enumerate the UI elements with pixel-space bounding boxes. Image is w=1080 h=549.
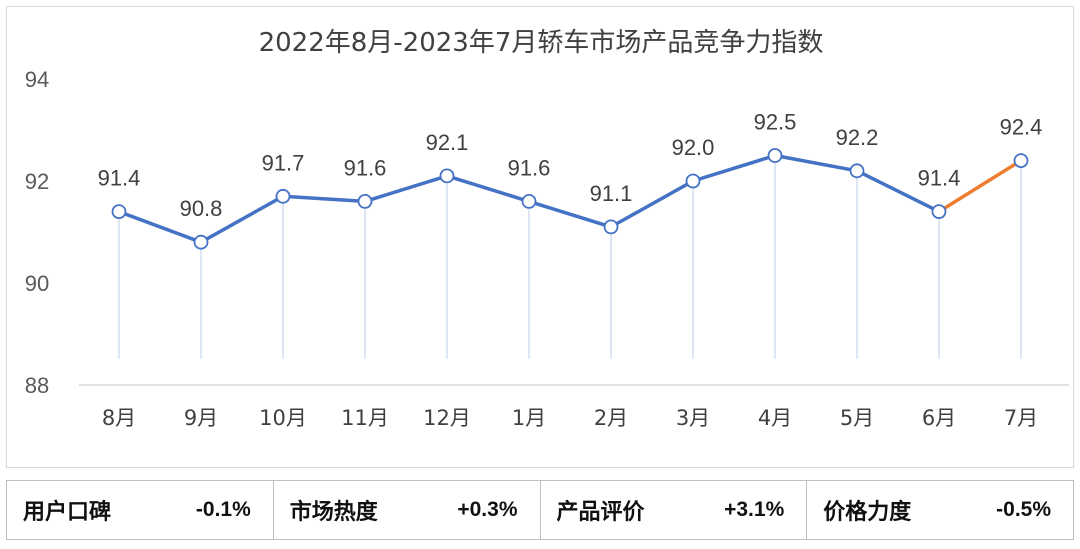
metric-label: 市场热度 bbox=[289, 500, 378, 525]
data-point bbox=[1013, 153, 1029, 169]
metric-price-strength: 价格力度 -0.5% bbox=[807, 481, 1073, 539]
data-point bbox=[193, 234, 209, 250]
y-tick-label: 88 bbox=[25, 373, 49, 398]
x-tick-label: 2月 bbox=[594, 406, 628, 430]
data-point bbox=[849, 163, 865, 179]
data-point bbox=[603, 219, 619, 235]
data-label: 91.4 bbox=[98, 166, 141, 191]
x-tick-label: 12月 bbox=[423, 406, 471, 430]
data-label: 92.5 bbox=[754, 110, 797, 135]
y-tick-label: 92 bbox=[25, 169, 49, 194]
data-point bbox=[439, 168, 455, 184]
data-label: 91.6 bbox=[508, 155, 551, 180]
series-line-highlight bbox=[937, 158, 1023, 214]
line-chart: 2022年8月-2023年7月轿车市场产品竞争力指数 88 90 92 94 8月 9月… bbox=[25, 28, 1069, 430]
y-tick-label: 94 bbox=[25, 67, 49, 92]
data-point bbox=[111, 204, 127, 220]
data-point bbox=[357, 193, 373, 209]
metric-value: -0.1% bbox=[195, 498, 251, 521]
metric-product-review: 产品评价 +3.1% bbox=[541, 481, 808, 539]
metric-label: 价格力度 bbox=[823, 500, 912, 525]
data-label: 91.4 bbox=[918, 166, 961, 191]
x-tick-label: 11月 bbox=[341, 406, 389, 430]
data-point bbox=[275, 188, 291, 204]
metric-market-heat: 市场热度 +0.3% bbox=[274, 481, 541, 539]
data-label: 92.0 bbox=[672, 135, 715, 160]
x-tick-label: 4月 bbox=[758, 406, 792, 430]
metrics-row: 用户口碑 -0.1% 市场热度 +0.3% 产品评价 +3.1% 价格力度 -0… bbox=[6, 480, 1074, 540]
x-tick-label: 7月 bbox=[1004, 406, 1038, 430]
x-tick-label: 9月 bbox=[184, 406, 218, 430]
x-tick-label: 8月 bbox=[102, 406, 136, 430]
metric-value: -0.5% bbox=[996, 498, 1051, 521]
data-label: 91.6 bbox=[344, 155, 387, 180]
data-point bbox=[767, 148, 783, 163]
x-tick-label: 10月 bbox=[259, 406, 307, 430]
chart-area: 2022年8月-2023年7月轿车市场产品竞争力指数 88 90 92 94 8月 9月… bbox=[6, 6, 1074, 468]
data-label: 92.1 bbox=[426, 130, 469, 155]
y-tick-label: 90 bbox=[25, 271, 49, 296]
metric-value: +3.1% bbox=[724, 498, 785, 521]
metric-value: +0.3% bbox=[457, 498, 518, 521]
x-tick-label: 5月 bbox=[840, 406, 874, 430]
x-tick-label: 3月 bbox=[676, 406, 710, 430]
data-label: 91.1 bbox=[590, 181, 633, 206]
data-point bbox=[685, 173, 701, 189]
metric-label: 产品评价 bbox=[556, 500, 645, 525]
data-label: 90.8 bbox=[180, 196, 223, 221]
x-tick-label: 1月 bbox=[512, 406, 546, 430]
metric-label: 用户口碑 bbox=[23, 500, 112, 525]
data-point bbox=[931, 204, 947, 220]
x-tick-label: 6月 bbox=[922, 406, 956, 430]
data-point bbox=[521, 193, 537, 209]
data-label: 91.7 bbox=[262, 150, 305, 175]
data-label: 92.2 bbox=[836, 125, 879, 150]
data-label: 92.4 bbox=[1000, 115, 1043, 140]
chart-title: 2022年8月-2023年7月轿车市场产品竞争力指数 bbox=[259, 28, 824, 58]
metric-user-reputation: 用户口碑 -0.1% bbox=[7, 481, 274, 539]
